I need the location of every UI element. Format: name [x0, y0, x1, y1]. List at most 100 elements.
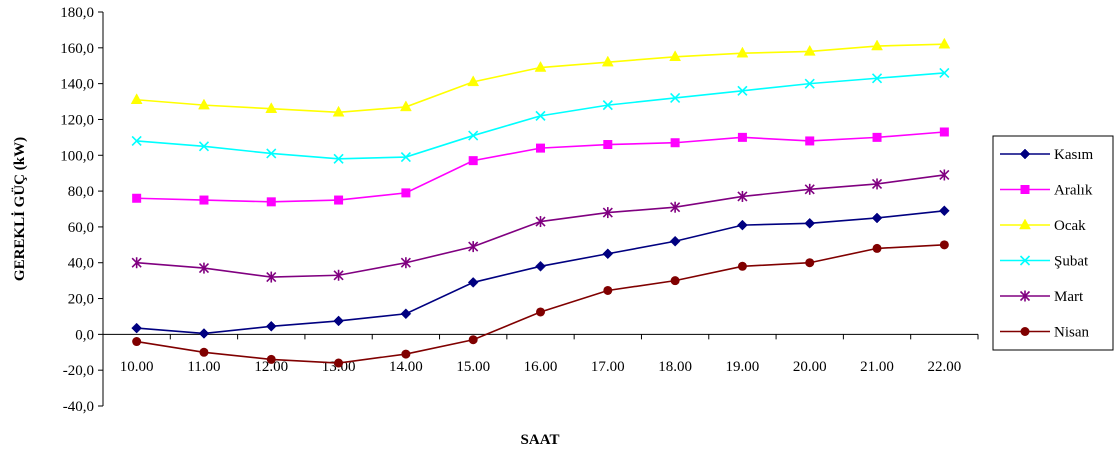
- data-point: [131, 135, 142, 147]
- data-point: [132, 193, 142, 203]
- data-point: [535, 110, 546, 121]
- data-point: [198, 328, 210, 339]
- data-point: [871, 73, 883, 84]
- legend-marker: [1019, 255, 1031, 266]
- x-tick-label: 18.00: [658, 359, 692, 375]
- data-point: [669, 50, 682, 62]
- data-point: [468, 130, 479, 141]
- data-point: [601, 55, 614, 67]
- x-tick-label: 10.00: [120, 359, 154, 375]
- data-point: [198, 141, 210, 152]
- x-tick-label: 15.00: [456, 359, 490, 375]
- legend-item: Mart: [1000, 289, 1084, 305]
- x-tick-label: 17.00: [591, 359, 625, 375]
- data-point: [670, 92, 681, 104]
- data-point: [737, 261, 747, 271]
- y-tick-label: -20,0: [63, 363, 94, 379]
- legend-label: Mart: [1054, 289, 1084, 305]
- y-tick-label: 100,0: [60, 148, 94, 164]
- data-point: [333, 153, 344, 164]
- y-tick-label: 160,0: [60, 41, 94, 57]
- data-point: [198, 262, 210, 274]
- y-tick-label: 140,0: [60, 77, 94, 93]
- data-point: [871, 178, 883, 190]
- data-point: [938, 205, 950, 217]
- y-tick-label: 40,0: [68, 256, 94, 272]
- series-aral-k: [132, 127, 949, 207]
- data-point: [737, 132, 747, 142]
- x-tick-label: 21.00: [860, 359, 894, 375]
- x-tick-label: 11.00: [187, 359, 220, 375]
- data-point: [535, 216, 546, 228]
- x-tick-label: 20.00: [793, 359, 827, 375]
- y-tick-label: 180,0: [60, 5, 94, 21]
- series-ocak: [130, 37, 951, 117]
- y-tick-label: 20,0: [68, 292, 94, 308]
- data-point: [334, 358, 344, 368]
- legend-label: Kasım: [1054, 147, 1093, 163]
- data-point: [669, 235, 681, 247]
- data-point: [939, 240, 949, 250]
- x-axis-title: SAAT: [521, 432, 560, 448]
- data-point: [804, 78, 815, 89]
- data-point: [670, 138, 680, 148]
- data-point: [939, 169, 950, 181]
- legend-label: Ocak: [1054, 218, 1086, 234]
- data-point: [805, 258, 815, 268]
- data-point: [400, 308, 412, 320]
- data-point: [265, 102, 278, 113]
- data-point: [266, 271, 277, 283]
- data-point: [602, 207, 613, 219]
- legend-box: [992, 135, 1114, 351]
- series-line: [136, 131, 945, 203]
- data-point: [400, 257, 411, 269]
- data-point: [333, 315, 344, 327]
- data-point: [400, 151, 411, 163]
- y-tick-label: 80,0: [68, 184, 94, 200]
- data-point: [534, 60, 547, 72]
- x-tick-label: 16.00: [524, 359, 558, 375]
- data-point: [939, 127, 949, 137]
- data-point: [737, 85, 748, 96]
- legend-marker: [1019, 148, 1031, 160]
- data-point: [804, 217, 816, 229]
- data-point: [266, 197, 276, 207]
- data-point: [603, 285, 613, 295]
- series-line: [136, 43, 945, 114]
- series-mart: [131, 169, 950, 283]
- data-point: [871, 39, 883, 51]
- legend-item: Kasım: [1000, 147, 1093, 163]
- legend-item: Ocak: [1000, 218, 1086, 234]
- data-point: [736, 46, 749, 58]
- data-point: [467, 75, 480, 87]
- data-point: [871, 212, 883, 224]
- x-tick-label: 12.00: [254, 359, 288, 375]
- data-point: [399, 100, 412, 112]
- data-point: [535, 260, 546, 272]
- data-point: [737, 219, 748, 231]
- data-point: [938, 37, 951, 49]
- x-axis-ticks: 10.0011.0012.0013.0014.0015.0016.0017.00…: [102, 334, 979, 375]
- data-point: [265, 320, 277, 332]
- data-point: [803, 44, 816, 56]
- data-point: [468, 335, 478, 345]
- axes: [102, 12, 978, 406]
- series-layer: [130, 37, 951, 368]
- data-point: [536, 307, 545, 317]
- data-point: [467, 277, 479, 288]
- data-point: [401, 188, 411, 198]
- series--ubat: [131, 67, 950, 164]
- data-point: [401, 349, 411, 359]
- data-point: [266, 354, 276, 364]
- legend-label: Aralık: [1054, 183, 1093, 199]
- legend-label: Nisan: [1054, 325, 1089, 341]
- data-point: [131, 322, 143, 334]
- data-point: [132, 337, 142, 347]
- data-point: [468, 156, 478, 166]
- legend-item: Şubat: [1000, 254, 1089, 270]
- data-point: [468, 241, 479, 253]
- data-point: [199, 195, 209, 205]
- legend: Kasım Aralık Ocak Şubat Mart Nisan: [992, 135, 1114, 351]
- legend-marker: [1019, 290, 1031, 302]
